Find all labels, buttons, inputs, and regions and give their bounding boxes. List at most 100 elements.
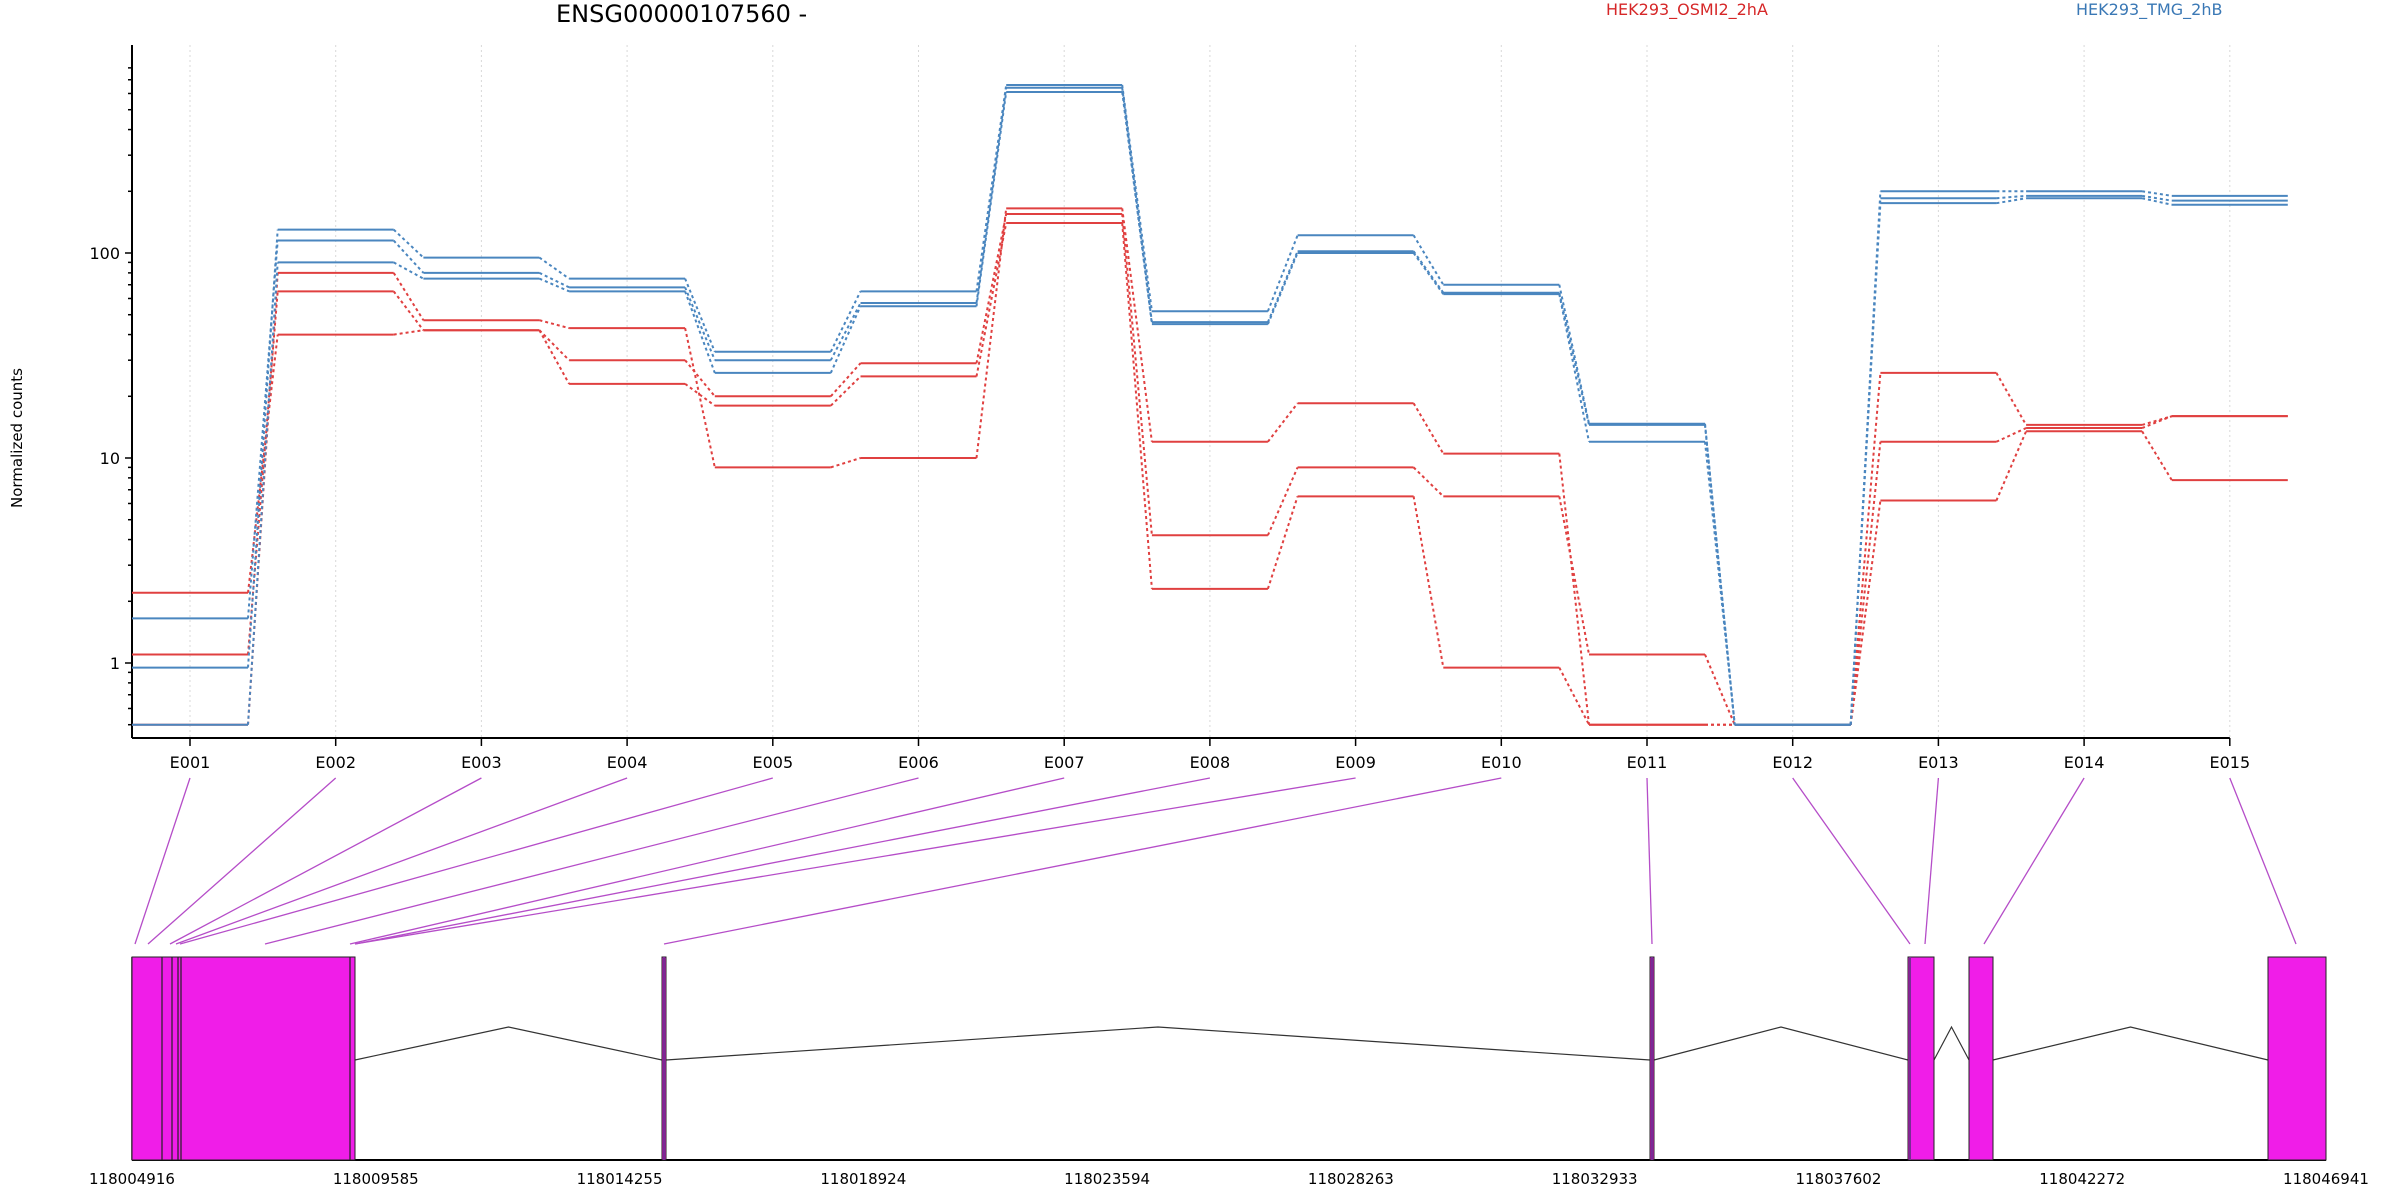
exon-connector (1983, 777, 2085, 945)
series-lines (132, 83, 2288, 726)
exon-block (1907, 956, 1935, 1161)
transition-segment (1558, 293, 1590, 442)
transition-segment (2141, 415, 2173, 426)
transition-segment (1558, 292, 1590, 426)
series-line (132, 83, 2288, 726)
gene-axis-label: 118046941 (2283, 1170, 2369, 1188)
transition-segment (2141, 190, 2172, 197)
x-tick-label: E002 (315, 753, 356, 772)
transition-segment (830, 362, 862, 397)
transition-segment (1558, 284, 1590, 424)
gene-axis-label: 118004916 (89, 1170, 175, 1188)
exon-connector (354, 777, 1356, 945)
transition-segment (1558, 496, 1590, 655)
transition-segment (829, 290, 862, 353)
transition-segment (1558, 453, 1590, 725)
transition-segment (1995, 427, 2027, 443)
exon-block (2267, 956, 2327, 1161)
transition-segment (1267, 402, 1299, 443)
transition-segment (393, 261, 424, 280)
exon-connector (354, 777, 1211, 945)
x-tick-label: E015 (2209, 753, 2250, 772)
transition-segment (2141, 197, 2173, 206)
legend-entry-osmi2: HEK293_OSMI2_2hA (1606, 0, 1768, 19)
y-tick-label: 100 (89, 244, 120, 263)
transition-segment (539, 319, 570, 330)
transition-segment (392, 239, 425, 274)
x-tick-label: E012 (1772, 753, 1813, 772)
exon-connector (2229, 777, 2297, 945)
transition-segment (975, 222, 1008, 377)
intron-line (665, 1026, 1651, 1061)
x-tick-label: E006 (898, 753, 939, 772)
transition-segment (1558, 667, 1590, 726)
transition-segment (1121, 222, 1153, 589)
transition-segment (1121, 208, 1153, 442)
exon-block (1968, 956, 1994, 1161)
transition-segment (247, 240, 279, 619)
gene-axis-label: 118042272 (2039, 1170, 2125, 1188)
exon-connector (663, 777, 1502, 945)
exon-connector (1924, 777, 1940, 945)
gene-axis-label: 118037602 (1795, 1170, 1881, 1188)
gene-axis-label: 118009585 (333, 1170, 419, 1188)
transition-segment (1412, 466, 1444, 498)
transition-segment (538, 329, 570, 385)
intron-line (1992, 1026, 2269, 1061)
exon-block (131, 956, 356, 1161)
x-tick-label: E001 (170, 753, 211, 772)
transition-segment (247, 262, 279, 725)
transition-segment (1121, 213, 1153, 536)
transition-segment (1849, 372, 1882, 725)
transition-segment (684, 286, 716, 361)
transition-segment (1266, 466, 1299, 536)
x-tick-label: E004 (607, 753, 648, 772)
exon-connector (349, 777, 1065, 945)
transition-segment (1995, 372, 2027, 426)
transition-segment (247, 334, 279, 593)
transition-segment (1412, 402, 1445, 455)
gene-axis-label: 118032933 (1552, 1170, 1638, 1188)
transition-segment (1996, 197, 2027, 205)
transition-segment (1412, 234, 1445, 286)
transition-segment (1995, 430, 2028, 501)
gene-axis-label: 118028263 (1308, 1170, 1394, 1188)
transition-segment (1266, 496, 1299, 590)
transition-segment (392, 290, 425, 331)
gene-model: 118004916 118009585 118014255 118018924 1180… (89, 956, 2369, 1188)
transition-segment (1849, 191, 1882, 725)
transition-segment (830, 457, 861, 469)
transition-segment (829, 302, 862, 361)
series-line (132, 222, 2288, 726)
transition-segment (684, 291, 716, 374)
transition-segment (1849, 500, 1882, 725)
transition-segment (538, 256, 570, 280)
transition-segment (539, 277, 570, 293)
y-tick-label: 10 (100, 449, 120, 468)
exon-connector (134, 777, 191, 945)
transition-segment (829, 305, 862, 374)
x-tick-label: E014 (2064, 753, 2105, 772)
x-tick-label: E007 (1044, 753, 1085, 772)
transition-segment (1266, 234, 1299, 312)
exon-connector (264, 777, 919, 945)
transition-segment (538, 329, 570, 361)
transition-segment (975, 84, 1008, 292)
intron-line (1653, 1026, 1909, 1061)
x-tick-label: E010 (1481, 753, 1522, 772)
exon-connector (147, 777, 337, 945)
transition-segment (2141, 430, 2173, 481)
x-tick-label: E008 (1190, 753, 1231, 772)
exon-connector (179, 777, 773, 945)
gene-axis-label: 118023594 (1064, 1170, 1150, 1188)
intron-line (354, 1026, 663, 1061)
transition-segment (1412, 250, 1445, 294)
y-tick-label: 1 (110, 654, 120, 673)
x-tick-label: E005 (752, 753, 793, 772)
transition-segment (975, 213, 1008, 364)
grid-lines (189, 45, 2231, 738)
transition-segment (2141, 194, 2172, 202)
transition-segment (684, 359, 716, 397)
transition-segment (1704, 423, 1736, 725)
